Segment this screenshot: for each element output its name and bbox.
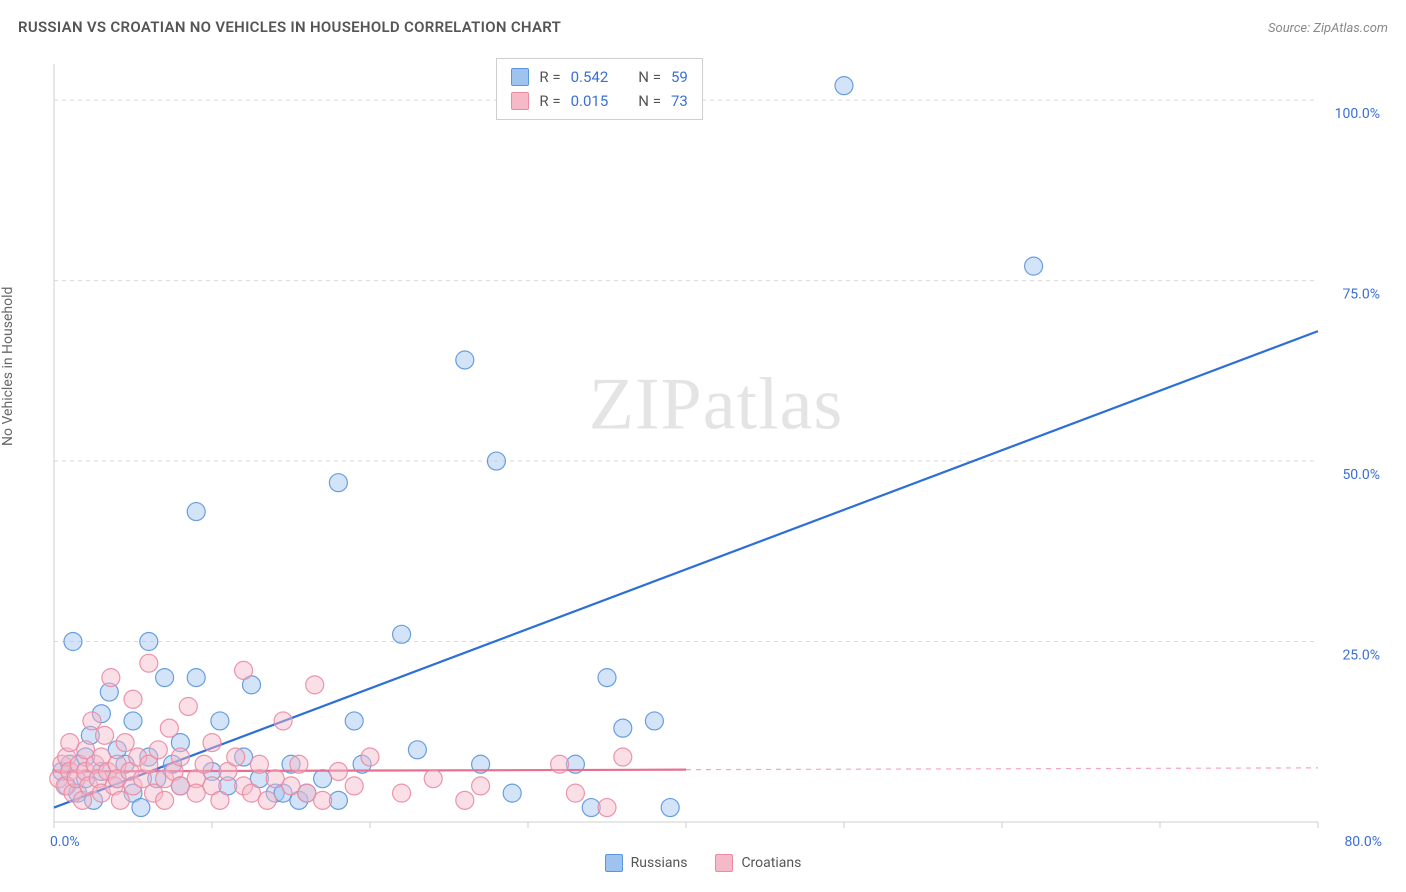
- legend-row: R = 0.015 N = 73: [511, 89, 687, 113]
- r-label: R =: [539, 89, 560, 113]
- svg-text:50.0%: 50.0%: [1342, 467, 1380, 483]
- legend-swatch: [605, 854, 623, 872]
- x-axis-max-label: 80.0%: [1344, 834, 1382, 850]
- n-value: 59: [671, 65, 688, 89]
- chart-area: ZIPatlas 25.0%50.0%75.0%100.0% R =0.542N…: [44, 56, 1388, 832]
- svg-text:25.0%: 25.0%: [1342, 648, 1380, 664]
- correlation-legend: R = 0.542 N = 59 R = 0.015 N = 73: [496, 58, 702, 120]
- source-attribution: Source: ZipAtlas.com: [1268, 21, 1388, 36]
- legend-item: Croatians: [715, 854, 801, 872]
- chart-title: RUSSIAN VS CROATIAN NO VEHICLES IN HOUSE…: [18, 18, 561, 36]
- r-value: 0.542: [571, 65, 609, 89]
- x-axis-min-label: 0.0%: [50, 834, 80, 850]
- legend-swatch: [511, 68, 529, 86]
- svg-text:75.0%: 75.0%: [1342, 287, 1380, 303]
- n-value: 73: [671, 89, 688, 113]
- legend-item: Russians: [605, 854, 688, 872]
- scatter-plot-svg: 25.0% 50.0% 75.0% 100.0%: [44, 56, 1388, 832]
- legend-label: Croatians: [741, 855, 801, 871]
- n-label: N =: [638, 65, 661, 89]
- n-label: N =: [638, 89, 661, 113]
- legend-swatch: [511, 92, 529, 110]
- r-label: R =: [539, 65, 560, 89]
- r-value: 0.015: [571, 89, 609, 113]
- legend-swatch: [715, 854, 733, 872]
- series-legend: Russians Croatians: [0, 854, 1406, 872]
- legend-row: R = 0.542 N = 59: [511, 65, 687, 89]
- legend-label: Russians: [631, 855, 688, 871]
- y-axis-label: No Vehicles in Household: [0, 287, 16, 446]
- svg-text:100.0%: 100.0%: [1335, 106, 1380, 122]
